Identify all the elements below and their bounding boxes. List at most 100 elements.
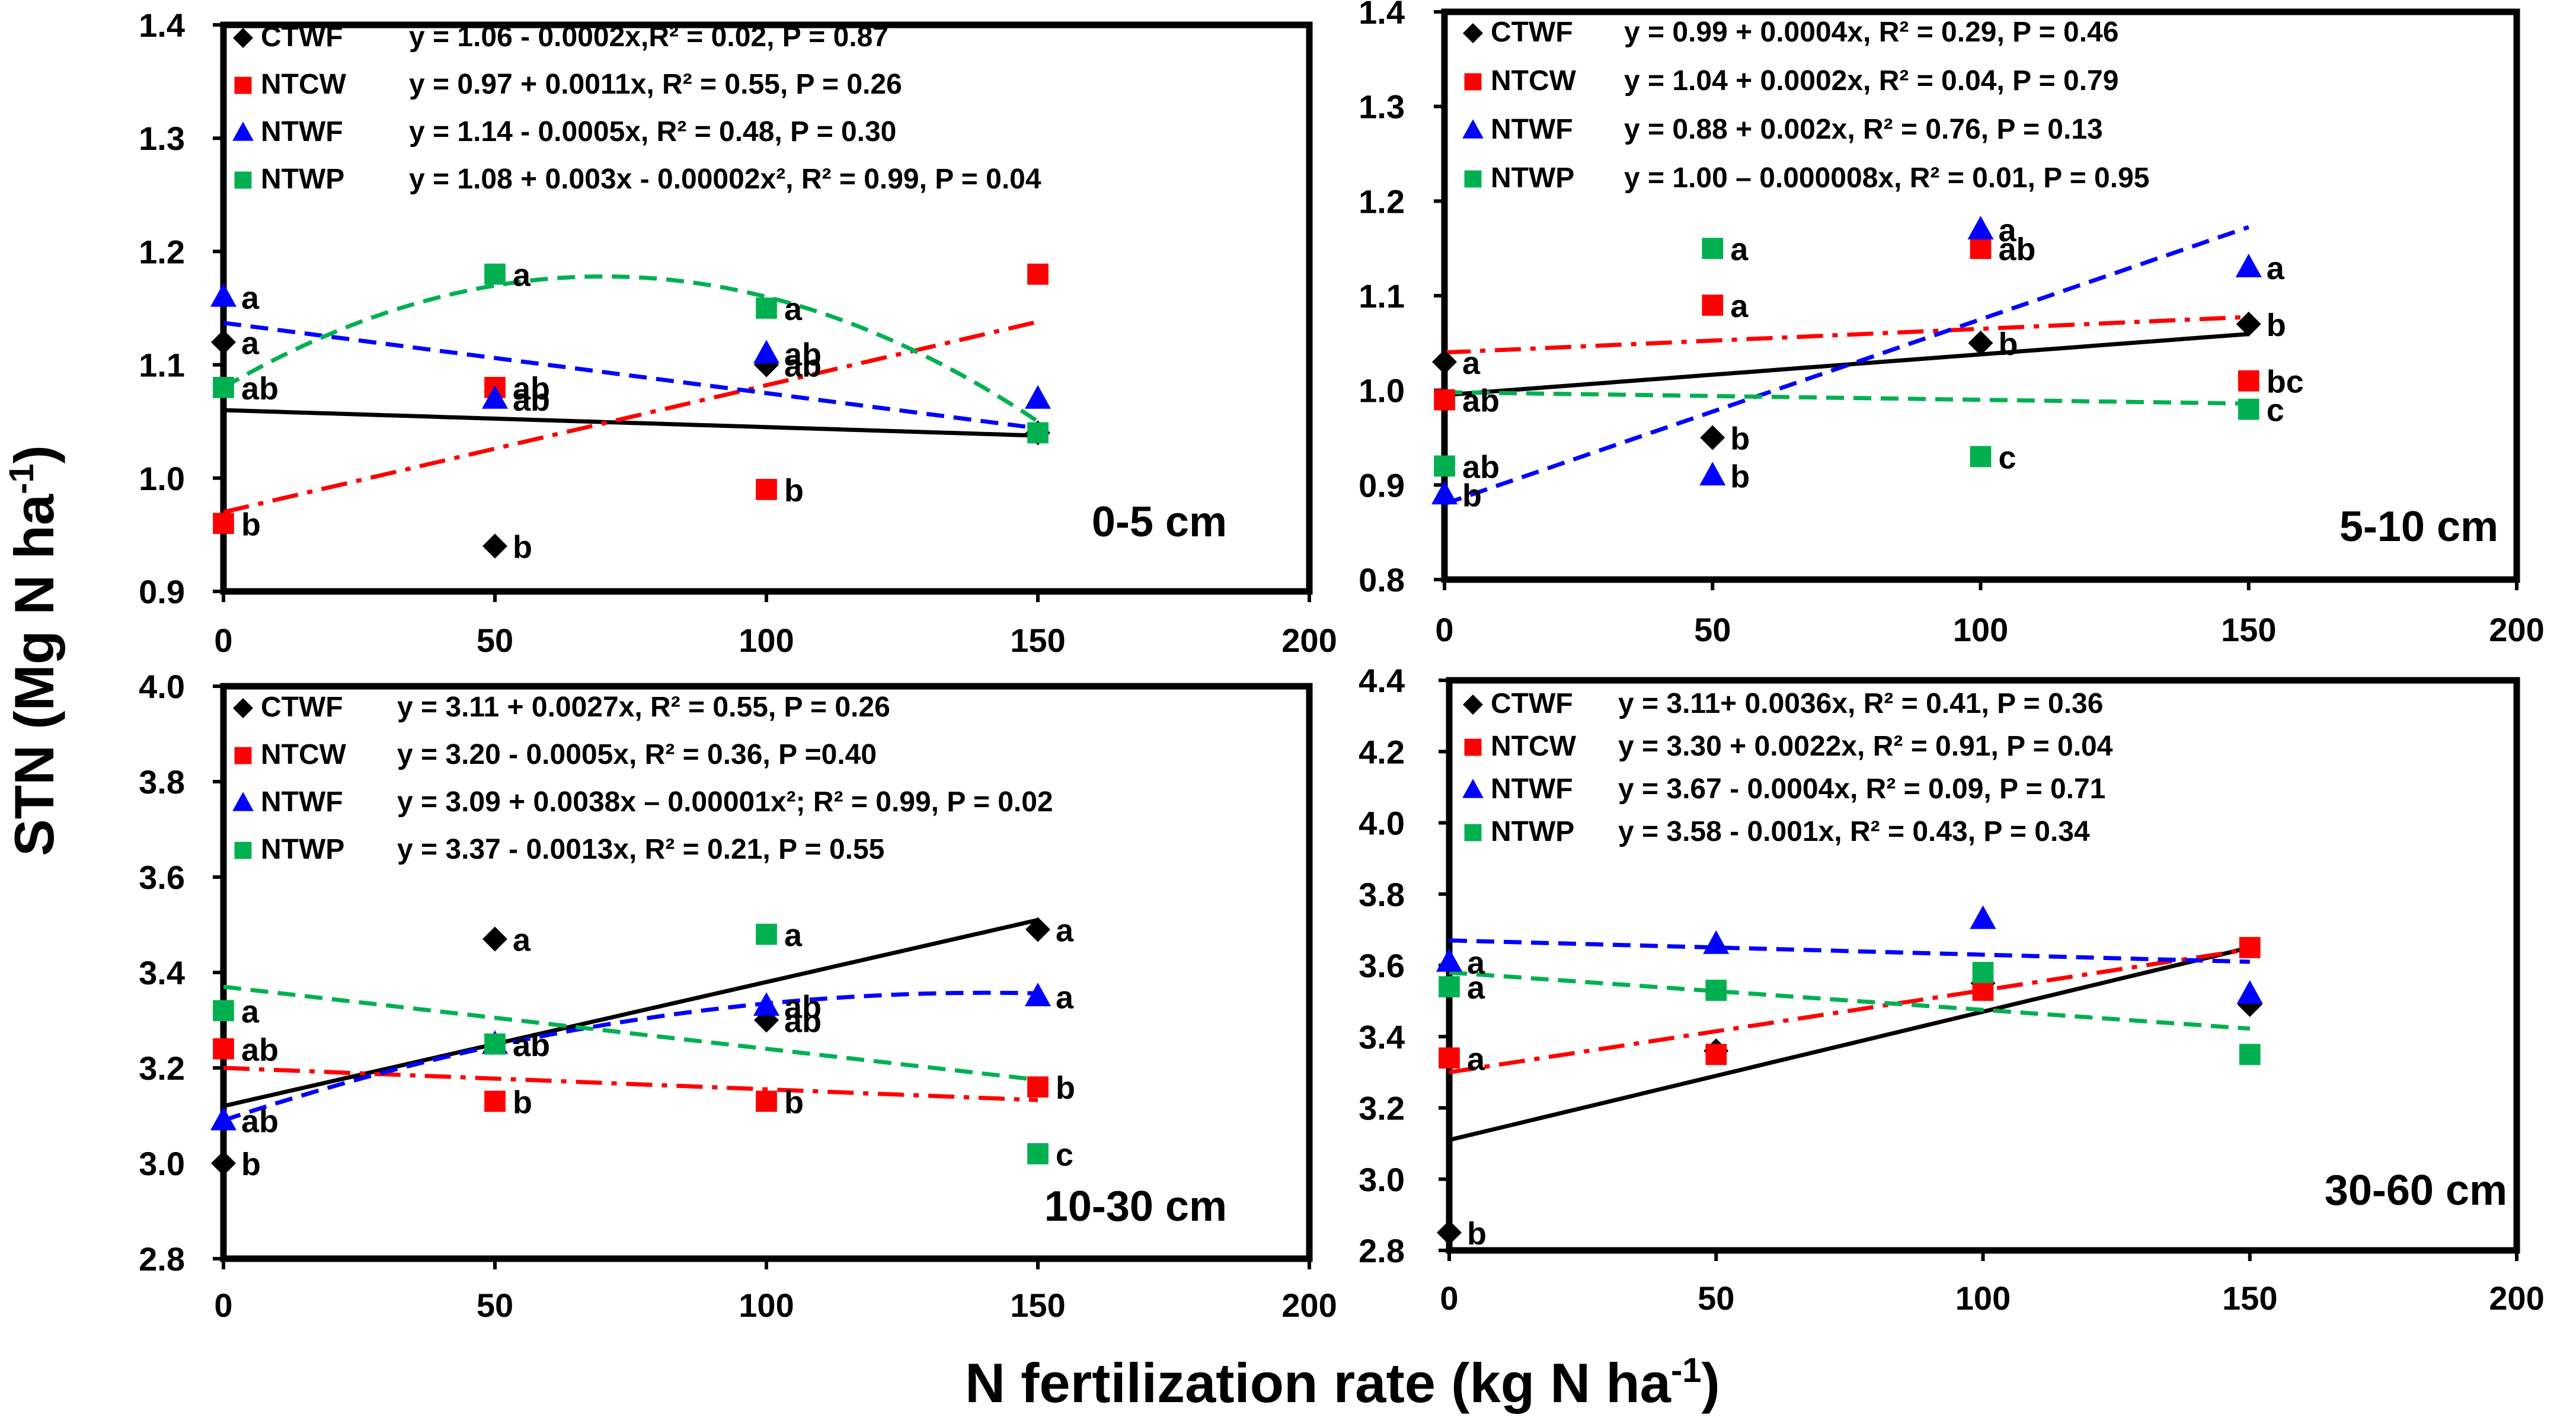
x-tick-label: 150 [1010, 622, 1065, 659]
y-tick-label: 1.2 [1359, 183, 1405, 220]
significance-letter: a [1730, 289, 1749, 324]
y-tick-label: 0.8 [1359, 561, 1405, 599]
x-tick-label: 0 [214, 1287, 232, 1324]
point-ctwf [211, 1151, 236, 1176]
significance-letter: a [513, 923, 531, 958]
legend-marker-ntcw [234, 76, 252, 94]
point-ntcw [756, 479, 777, 500]
legend-equation-ntwp: y = 3.58 - 0.001x, R² = 0.43, P = 0.34 [1618, 816, 2090, 847]
y-tick-label: 3.2 [1359, 1090, 1405, 1127]
trendline-ntwf [1449, 938, 2250, 964]
legend-label-ntwp: NTWP [1491, 162, 1574, 194]
legend-marker-ctwf [1463, 695, 1483, 715]
significance-letter: ab [513, 371, 550, 407]
y-tick-label: 3.4 [139, 954, 185, 991]
y-axis-title: STN (Mg N ha-1) [2, 445, 65, 856]
significance-letter: b [1999, 327, 2018, 362]
point-ntcw [213, 513, 234, 535]
y-tick-label: 2.8 [1359, 1232, 1405, 1269]
legend-label-ntcw: NTCW [1491, 731, 1577, 762]
legend-marker-ntwp [1464, 170, 1482, 188]
x-tick-label: 50 [477, 622, 513, 659]
legend-marker-ntwf [1462, 119, 1484, 139]
significance-letter: c [1056, 1137, 1073, 1173]
legend-equation-ntwf: y = 0.88 + 0.002x, R² = 0.76, P = 0.13 [1624, 114, 2103, 145]
x-tick-label: 0 [1435, 611, 1453, 648]
point-ctwf [482, 533, 507, 559]
point-ntcw [1705, 1044, 1727, 1066]
significance-letter: a [1056, 913, 1074, 949]
significance-letter: a [1467, 945, 1485, 981]
significance-letter: ab [513, 382, 550, 418]
point-ntcw [1972, 980, 1994, 1001]
y-tick-label: 3.0 [139, 1145, 185, 1182]
x-tick-label: 150 [2221, 611, 2276, 648]
point-ntwf [1431, 481, 1458, 505]
trendline-ntcw [1444, 315, 2249, 355]
significance-letter: ab [513, 1028, 550, 1063]
significance-letter: ab [1999, 232, 2036, 267]
point-ntcw [1439, 1047, 1460, 1069]
legend-label-ntwp: NTWP [1491, 816, 1574, 847]
y-tick-label: 3.8 [139, 763, 185, 801]
y-tick-label: 1.4 [1359, 0, 1405, 31]
significance-letter: ab [784, 989, 822, 1025]
point-ntcw [2239, 937, 2261, 958]
significance-letter: b [2267, 308, 2286, 343]
significance-letter: b [1730, 459, 1750, 494]
legend-marker-ntcw [1464, 738, 1482, 756]
significance-letter: a [2267, 251, 2285, 286]
point-ntwf [2235, 254, 2262, 277]
legend-marker-ntwf [232, 792, 254, 811]
point-ntcw [1434, 389, 1455, 411]
point-ntcw [2238, 370, 2259, 392]
point-ntwp [1027, 1143, 1049, 1164]
y-tick-label: 4.0 [1359, 805, 1405, 842]
x-tick-label: 150 [2222, 1279, 2277, 1317]
significance-letter: b [1056, 1070, 1075, 1106]
x-tick-label: 100 [1953, 611, 2008, 648]
significance-letter: b [241, 507, 261, 542]
legend-marker-ntwf [232, 121, 254, 141]
y-tick-label: 1.3 [1359, 88, 1405, 126]
plot-frame [220, 683, 1313, 1262]
y-tick-label: 2.8 [139, 1240, 185, 1278]
point-ntwp [1705, 980, 1727, 1001]
y-tick-label: 3.6 [1359, 947, 1405, 984]
point-ntwf [210, 283, 237, 307]
significance-letter: a [1730, 232, 1749, 267]
legend-label-ntwp: NTWP [261, 834, 344, 865]
significance-letter: a [1467, 970, 1485, 1006]
significance-letter: ab [1462, 383, 1500, 419]
y-tick-label: 1.3 [139, 120, 185, 157]
legend-equation-ntwf: y = 3.67 - 0.0004x, R² = 0.09, P = 0.71 [1618, 773, 2105, 805]
point-ntwp [1027, 422, 1049, 444]
point-ctwf [1432, 349, 1457, 375]
legend-label-ntwf: NTWF [1491, 114, 1573, 145]
x-tick-label: 200 [2489, 1279, 2544, 1317]
legend-equation-ntcw: y = 1.04 + 0.0002x, R² = 0.04, P = 0.79 [1624, 65, 2118, 97]
trendline-ctwf [223, 917, 1038, 1108]
legend-equation-ntwp: y = 1.00 – 0.000008x, R² = 0.01, P = 0.9… [1624, 162, 2149, 194]
point-ntwf [2236, 980, 2263, 1004]
significance-letter: a [784, 292, 803, 327]
significance-letter: a [241, 325, 260, 361]
y-tick-label: 1.1 [139, 347, 185, 384]
x-tick-label: 150 [1010, 1287, 1065, 1324]
trendline-ctwf [223, 408, 1038, 438]
legend-equation-ntwf: y = 1.14 - 0.0005x, R² = 0.48, P = 0.30 [409, 116, 896, 148]
legend-label-ctwf: CTWF [261, 692, 343, 723]
legend-marker-ntwp [234, 842, 252, 859]
trendline-ctwf [1449, 945, 2251, 1143]
chart-panel-4: 2.8 3.0 3.2 3.4 3.6 3.8 4.0 4.2 4.4 0 50 100 150 200 b… [1359, 662, 2545, 1317]
x-tick-label: 200 [2489, 611, 2544, 648]
x-tick-label: 100 [739, 622, 794, 659]
x-tick-label: 50 [477, 1287, 513, 1324]
x-tick-label: 50 [1694, 611, 1731, 648]
legend-marker-ntwp [234, 171, 252, 189]
significance-letter: c [2267, 393, 2284, 428]
legend-marker-ntcw [1464, 73, 1482, 91]
chart-panel-3: 2.83.03.23.43.63.84.00 50 100 150 200baabaab… [139, 668, 1337, 1324]
point-ntcw [484, 1090, 506, 1112]
